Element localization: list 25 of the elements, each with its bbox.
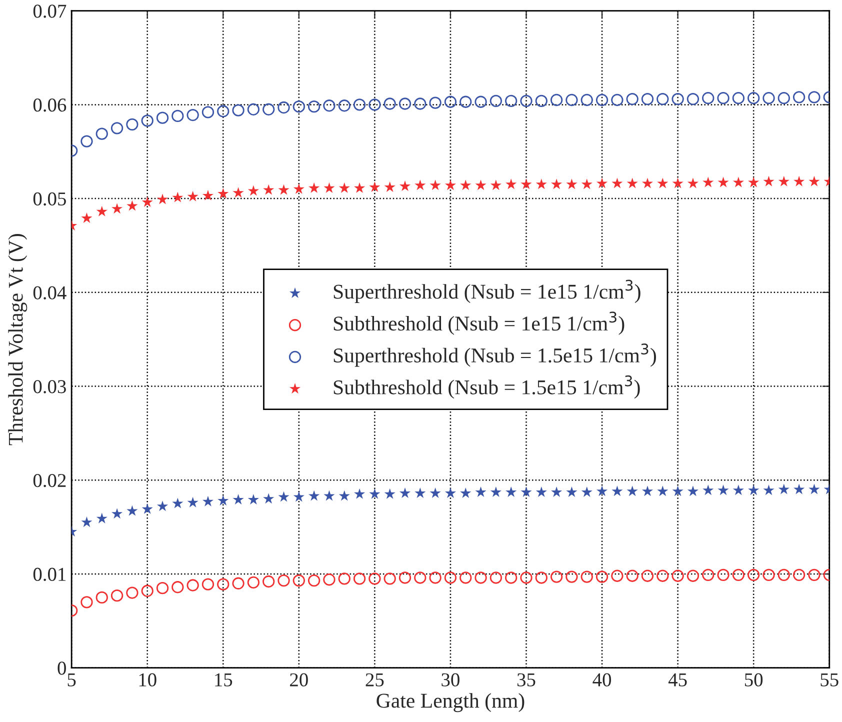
x-tick-label: 5 <box>68 673 76 686</box>
legend-label: Subthreshold (Nsub = 1.5e15 1/cm$^{3}$) <box>334 375 640 399</box>
x-tick-label: 50 <box>745 673 763 686</box>
x-tick-label: 25 <box>366 673 384 686</box>
y-tick-label: 0.07 <box>33 4 66 18</box>
x-tick-label: 35 <box>517 673 536 686</box>
y-tick-label: 0.01 <box>33 568 66 582</box>
x-tick-label: 45 <box>668 673 687 686</box>
x-tick-label: 55 <box>820 673 838 686</box>
y-tick-label: 0 <box>58 662 66 675</box>
legend-label: Superthreshold (Nsub = 1.5e15 1/cm$^{3}$) <box>334 344 656 367</box>
x-tick-label: 30 <box>442 673 460 686</box>
x-tick-label: 20 <box>290 673 308 686</box>
legend-label: Superthreshold (Nsub = 1e15 1/cm$^{3}$) <box>334 280 640 303</box>
x-tick-label: 10 <box>139 673 156 686</box>
x-tick-label: 40 <box>592 673 612 686</box>
y-tick-label: 0.03 <box>33 380 66 394</box>
y-tick-label: 0.04 <box>33 286 66 300</box>
y-tick-label: 0.05 <box>33 192 66 206</box>
y-tick-label: 0.06 <box>33 98 66 112</box>
y-tick-label: 0.02 <box>33 474 66 488</box>
y-axis-title: Threshold Voltage Vt (V) <box>8 234 28 446</box>
legend-label: Subthreshold (Nsub = 1e15 1/cm$^{3}$) <box>334 312 624 335</box>
x-tick-label: 15 <box>215 673 232 686</box>
x-axis-title: Gate Length (nm) <box>376 693 524 712</box>
